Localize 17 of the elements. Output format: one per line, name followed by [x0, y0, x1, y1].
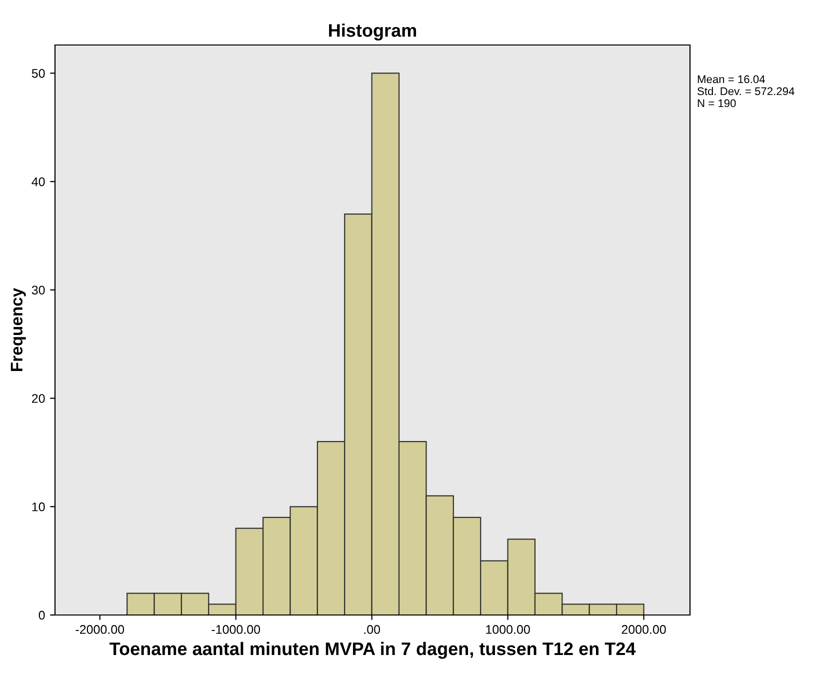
x-tick-label: -2000.00 [76, 625, 124, 634]
text: Std. Dev. = 572.294 [698, 87, 794, 96]
y-tick-label: 20 [32, 394, 45, 403]
x-tick-label: -1000.00 [212, 625, 260, 634]
x-axis-title: Toename aantal minuten MVPA in 7 dagen, tussen T12 en T24 [110, 642, 636, 659]
y-tick-label: 50 [32, 68, 45, 78]
y-tick-label: 30 [32, 286, 45, 295]
y-axis-title: Frequency [10, 288, 26, 372]
text: N = 190 [698, 99, 736, 108]
chart-title: Histogram [329, 24, 416, 40]
x-tick-label: .00 [364, 625, 380, 634]
x-tick-label: 1000.00 [486, 625, 530, 634]
y-tick-label: 10 [32, 502, 45, 512]
y-tick-label: 40 [32, 177, 45, 186]
text: Mean = 16.04 [698, 75, 765, 84]
y-tick-label: 0 [38, 610, 45, 620]
x-tick-label: 2000.00 [622, 625, 666, 634]
